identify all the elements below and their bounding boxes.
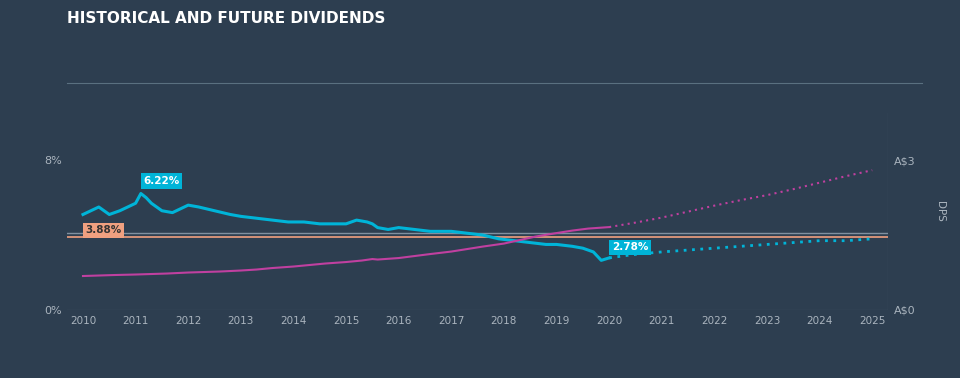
Y-axis label: DPS: DPS <box>935 201 945 222</box>
Text: 3.88%: 3.88% <box>85 225 122 235</box>
Text: 6.22%: 6.22% <box>143 176 180 186</box>
Text: 2.78%: 2.78% <box>612 242 648 252</box>
Text: HISTORICAL AND FUTURE DIVIDENDS: HISTORICAL AND FUTURE DIVIDENDS <box>67 11 386 26</box>
